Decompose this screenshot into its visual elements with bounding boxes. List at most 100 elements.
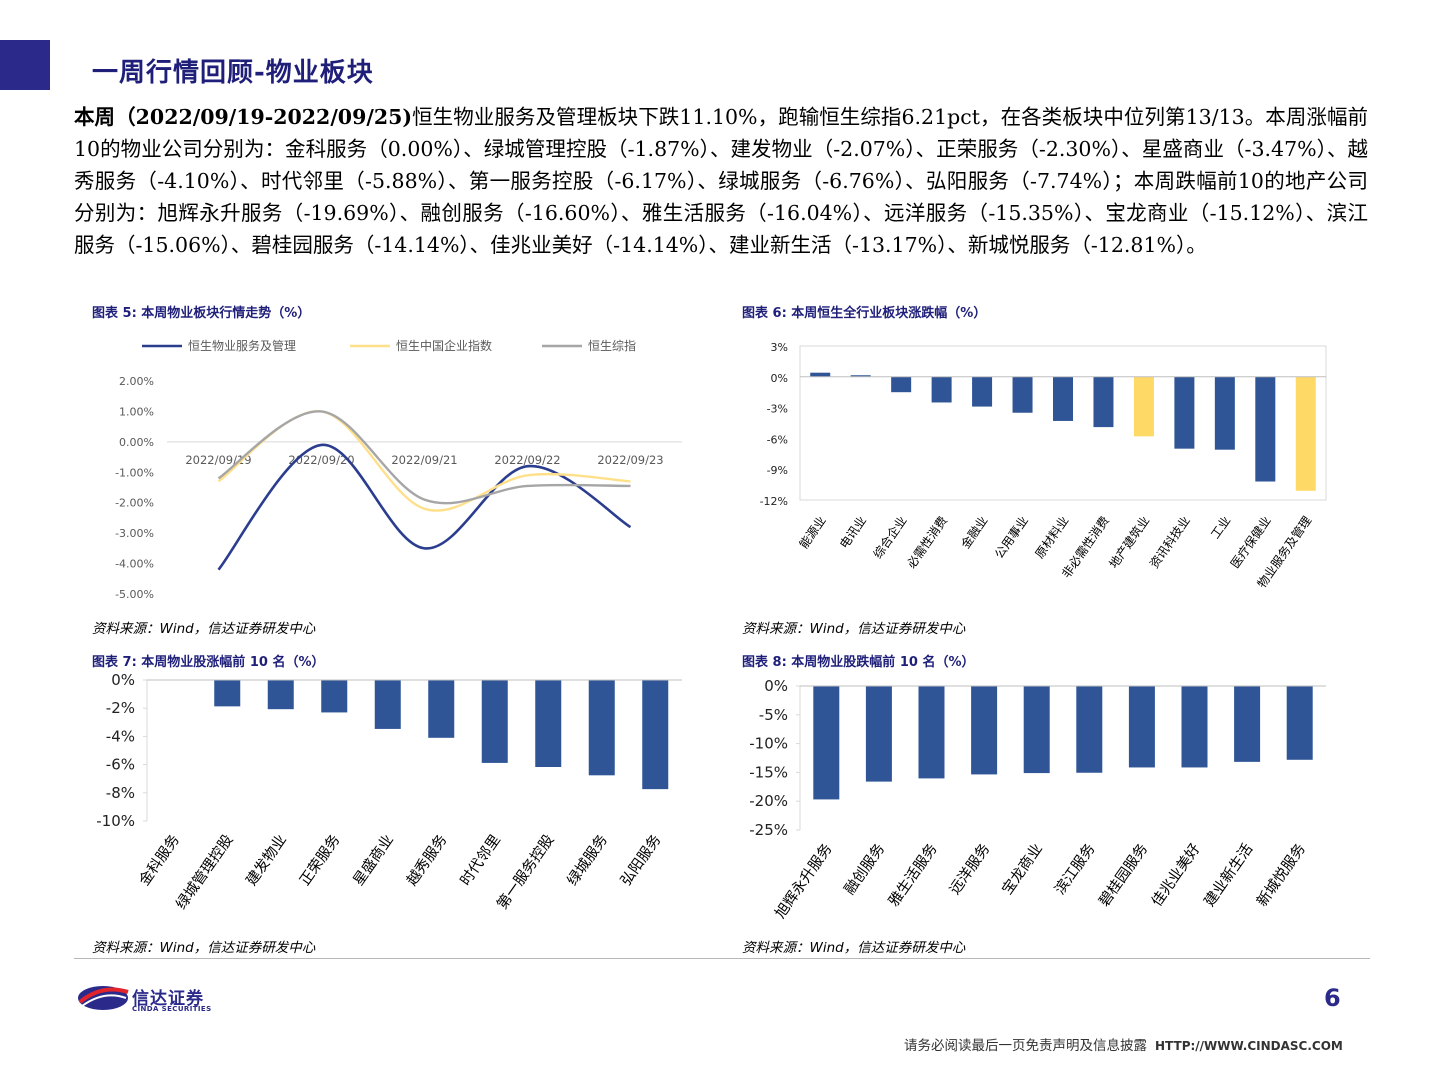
summary-paragraph: 本周（2022/09/19-2022/09/25)恒生物业服务及管理板块下跌11… (74, 101, 1368, 261)
page-title: 一周行情回顾-物业板块 (92, 58, 374, 88)
y-tick-label: -5% (759, 706, 788, 724)
y-tick-label: -6% (767, 433, 788, 446)
legend-label-0: 恒生物业服务及管理 (188, 338, 296, 353)
y-tick-label: -2% (106, 699, 135, 717)
series-line-0 (217, 443, 632, 571)
y-tick-label: 0% (111, 671, 135, 689)
y-tick-label: -10% (749, 735, 788, 753)
fig7-caption: 图表 7: 本周物业股涨幅前 10 名（%） (92, 655, 325, 670)
fig8-source: 资料来源：Wind，信达证券研发中心 (742, 940, 966, 956)
y-tick-label: -4% (106, 727, 135, 745)
bar-3 (931, 376, 952, 403)
summary-text: 恒生物业服务及管理板块下跌11.10%，跑输恒生综指6.21pct，在各类板块中… (74, 105, 1368, 257)
bar-6 (1053, 376, 1073, 421)
category-label: 新城悦服务 (1253, 841, 1309, 910)
bar-8 (588, 680, 615, 776)
y-tick-label: -3% (767, 403, 788, 416)
fig7-source: 资料来源：Wind，信达证券研发中心 (92, 940, 316, 956)
category-label: 金融业 (958, 513, 991, 551)
y-tick-label: 3% (771, 341, 788, 354)
y-tick-label: -8% (106, 784, 135, 802)
category-label: 建发物业 (243, 832, 290, 889)
fig6-source: 资料来源：Wind，信达证券研发中心 (742, 621, 966, 637)
category-label: 必需性消费 (904, 514, 950, 571)
bar-1 (865, 686, 892, 782)
plot-frame (799, 345, 1327, 501)
category-label: 绿城服务 (564, 832, 611, 889)
y-tick-label: -10% (96, 812, 135, 830)
category-label: 滨江服务 (1051, 841, 1098, 898)
summary-period: 本周（2022/09/19-2022/09/25) (74, 105, 413, 129)
category-label: 星盛商业 (350, 832, 397, 889)
bar-7 (535, 680, 562, 767)
fig6-bar-chart: 3% 0% -3% -6% -9% -12% 能源业 电讯业 综合企业必需性消费 金融业 公用事业原… (760, 341, 1327, 591)
cinda-logo-icon (78, 986, 129, 1010)
category-label: 建业新生活 (1201, 841, 1257, 910)
bar-12 (1295, 376, 1316, 491)
footer-divider (74, 958, 1370, 959)
bar-6 (1128, 686, 1155, 768)
bar-5 (1076, 686, 1103, 773)
category-label: 时代邻里 (457, 832, 504, 889)
category-label: 综合企业 (870, 513, 910, 561)
y-tick-label: 0% (764, 677, 788, 695)
category-label: 远洋服务 (946, 841, 993, 898)
bar-6 (481, 680, 508, 763)
bar-8 (1133, 376, 1154, 437)
category-label: 越秀服务 (403, 832, 450, 889)
category-label: 旭辉永升服务 (772, 841, 836, 922)
y-tick-label: -12% (760, 495, 788, 508)
x-tick-label: 2022/09/22 (494, 453, 560, 467)
y-tick-label: -25% (749, 821, 788, 839)
bar-2 (891, 376, 912, 393)
category-label: 医疗保健业 (1228, 514, 1274, 571)
category-label: 能源业 (797, 514, 829, 552)
y-tick-label: -15% (749, 763, 788, 781)
x-tick-label: 2022/09/23 (597, 453, 663, 467)
bar-3 (971, 686, 998, 775)
fig5-source: 资料来源：Wind，信达证券研发中心 (92, 621, 316, 637)
bar-1 (214, 680, 241, 707)
fig6-caption: 图表 6: 本周恒生全行业板块涨跌幅（%） (742, 306, 987, 321)
x-tick-label: 2022/09/21 (391, 453, 457, 467)
bar-2 (918, 686, 945, 779)
header-accent-block (0, 40, 50, 90)
y-tick-label: -4.00% (115, 558, 154, 571)
bar-9 (1174, 376, 1195, 449)
bar-0 (813, 686, 840, 800)
category-label: 雅生活服务 (885, 841, 941, 910)
category-label: 公用事业 (992, 514, 1031, 561)
y-tick-label: -3.00% (115, 527, 154, 540)
bar-8 (1234, 686, 1261, 762)
fig5-caption: 图表 5: 本周物业板块行情走势（%） (92, 306, 311, 321)
bar-10 (1214, 376, 1235, 450)
category-label: 绿城管理控股 (173, 832, 237, 913)
logo-cn-text: 信达证券 (132, 989, 204, 1009)
y-tick-label: -5.00% (115, 588, 154, 601)
category-label: 金科服务 (136, 832, 183, 889)
y-tick-label: -2.00% (115, 497, 154, 510)
bar-4 (374, 680, 401, 729)
category-label: 地产建筑业 (1106, 513, 1153, 571)
x-tick-label: 2022/09/20 (288, 453, 354, 467)
bar-4 (1023, 686, 1050, 774)
category-label: 原材料业 (1032, 514, 1071, 561)
y-tick-label: 2.00% (119, 375, 154, 388)
bar-2 (267, 680, 294, 710)
series-line-2 (217, 410, 631, 505)
category-label: 正荣服务 (296, 832, 343, 889)
category-label: 资讯科技业 (1147, 514, 1193, 571)
bar-1 (850, 375, 871, 377)
category-label: 碧桂园服务 (1096, 841, 1152, 910)
bar-5 (428, 680, 455, 738)
bar-9 (642, 680, 669, 790)
bar-0 (810, 372, 831, 377)
legend-label-1: 恒生中国企业指数 (396, 338, 492, 353)
footer-url[interactable]: HTTP://WWW.CINDASC.COM (1155, 1039, 1343, 1053)
y-tick-label: -6% (106, 756, 135, 774)
category-label: 工业 (1208, 514, 1233, 542)
category-label: 佳兆业美好 (1148, 841, 1204, 910)
footer-disclaimer: 请务必阅读最后一页免责声明及信息披露 HTTP://WWW.CINDASC.COM (904, 1034, 1343, 1054)
